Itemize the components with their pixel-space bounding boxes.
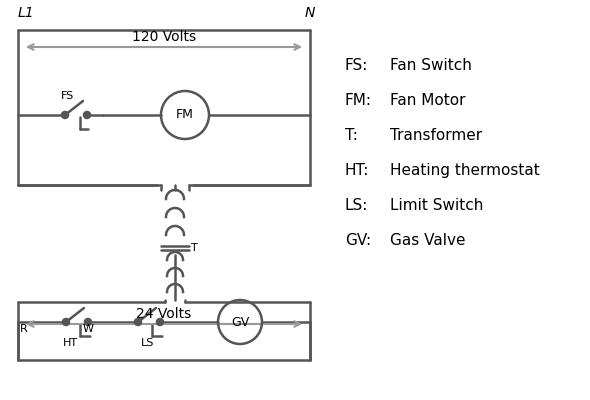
Text: R: R	[20, 324, 28, 334]
Text: HT:: HT:	[345, 163, 369, 178]
Circle shape	[135, 319, 141, 325]
Text: Heating thermostat: Heating thermostat	[390, 163, 540, 178]
Text: Gas Valve: Gas Valve	[390, 233, 466, 248]
Text: T: T	[191, 243, 198, 253]
Text: HT: HT	[63, 338, 77, 348]
Circle shape	[62, 112, 68, 118]
Text: T:: T:	[345, 128, 358, 143]
Text: 24 Volts: 24 Volts	[136, 307, 192, 321]
Text: Transformer: Transformer	[390, 128, 482, 143]
Text: FM: FM	[176, 108, 194, 122]
Circle shape	[84, 112, 90, 118]
Text: GV:: GV:	[345, 233, 371, 248]
Text: FS:: FS:	[345, 58, 368, 73]
Text: W: W	[83, 324, 93, 334]
Text: Fan Switch: Fan Switch	[390, 58, 472, 73]
Text: 120 Volts: 120 Volts	[132, 30, 196, 44]
Text: GV: GV	[231, 316, 249, 328]
Text: LS: LS	[142, 338, 155, 348]
Circle shape	[85, 319, 91, 325]
Text: FM:: FM:	[345, 93, 372, 108]
Text: L1: L1	[18, 6, 35, 20]
Text: LS:: LS:	[345, 198, 368, 213]
Text: Limit Switch: Limit Switch	[390, 198, 483, 213]
Text: N: N	[305, 6, 315, 20]
Circle shape	[157, 319, 163, 325]
Text: FS: FS	[61, 91, 74, 101]
Circle shape	[63, 319, 69, 325]
Text: Fan Motor: Fan Motor	[390, 93, 466, 108]
